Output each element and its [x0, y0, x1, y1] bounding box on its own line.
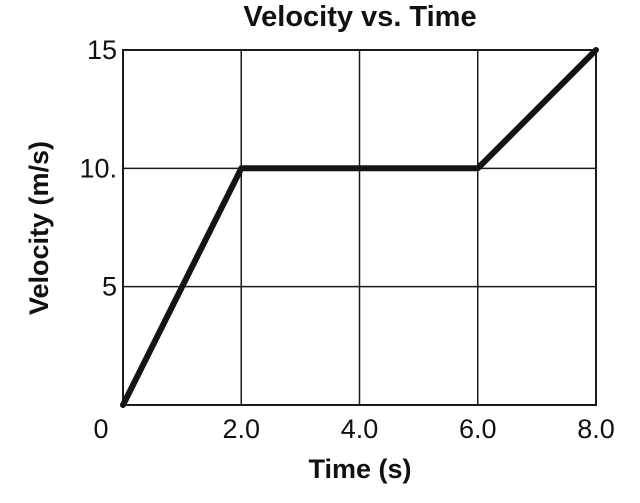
- plot-frame: [122, 49, 597, 406]
- series-layer: [120, 47, 599, 408]
- grid: [123, 50, 596, 405]
- y-axis-label: Velocity (m/s): [24, 141, 54, 315]
- x-tick-label: 2.0: [222, 414, 260, 444]
- y-tick-label: 15: [87, 35, 117, 65]
- y-tick-label: 10.: [79, 153, 117, 183]
- x-tick-label: 0: [93, 414, 108, 444]
- x-tick-label: 6.0: [459, 414, 497, 444]
- x-tick-label: 4.0: [341, 414, 379, 444]
- series-line-0: [120, 47, 599, 408]
- chart-title: Velocity vs. Time: [243, 1, 476, 33]
- x-tick-label: 8.0: [577, 414, 615, 444]
- y-tick-label: 5: [102, 272, 117, 302]
- x-axis-label: Time (s): [308, 454, 411, 484]
- tick-labels: 0 2.0 4.0 6.0 8.0 5 10. 15: [79, 35, 614, 444]
